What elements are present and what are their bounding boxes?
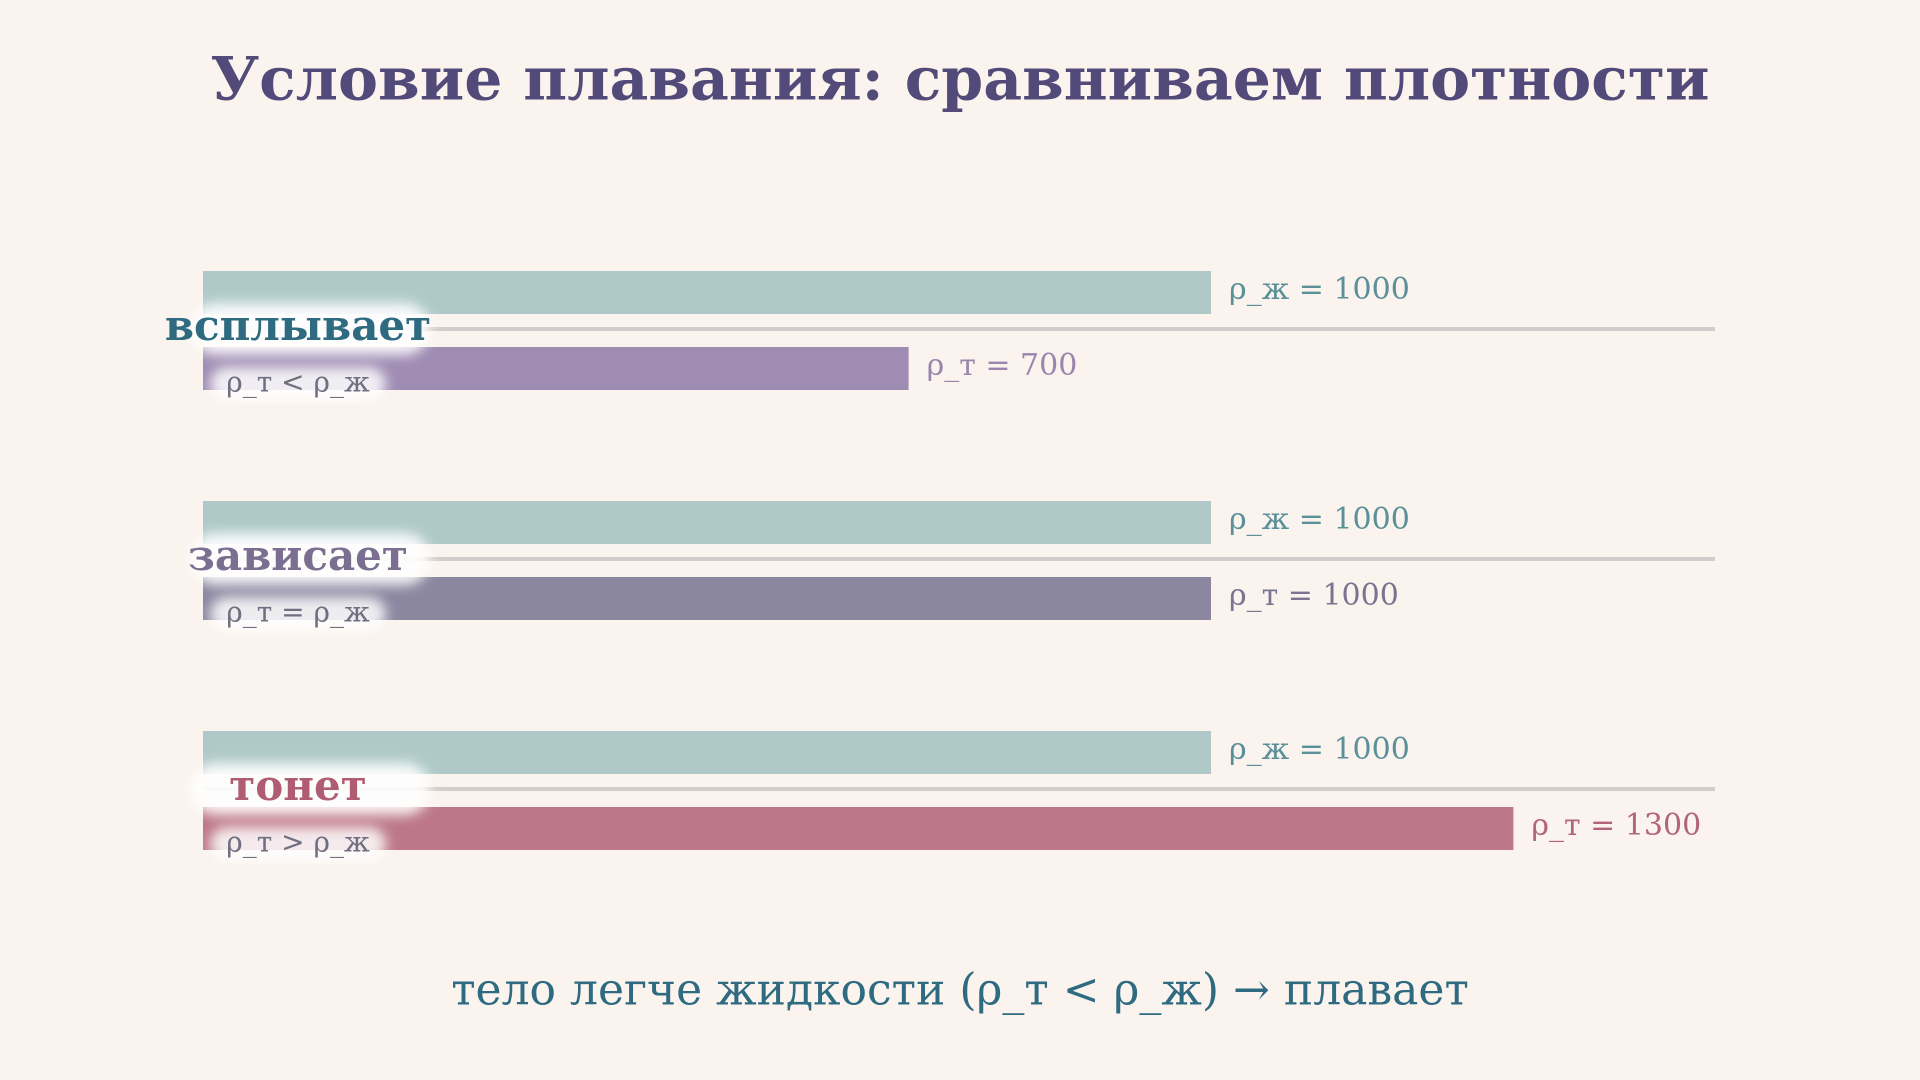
- category-label: всплывает: [165, 301, 431, 350]
- chart-title: Условие плавания: сравниваем плотности: [210, 45, 1709, 115]
- value-label: ρ_ж = 1000: [1229, 502, 1410, 537]
- label-halo: [210, 597, 386, 631]
- value-label: ρ_ж = 1000: [1229, 732, 1410, 767]
- condition-label: ρ_т = ρ_ж: [226, 596, 370, 629]
- condition-label: ρ_т < ρ_ж: [226, 366, 370, 399]
- footer-note: тело легче жидкости (ρ_т < ρ_ж) → плавае…: [451, 965, 1469, 1016]
- value-label: ρ_т = 1300: [1531, 808, 1701, 843]
- label-halo: [210, 827, 386, 861]
- condition-label: ρ_т > ρ_ж: [226, 826, 370, 859]
- value-label: ρ_т = 700: [927, 348, 1078, 383]
- category-label: тонет: [229, 761, 367, 810]
- value-label: ρ_т = 1000: [1229, 578, 1399, 613]
- category-label: зависает: [188, 531, 408, 580]
- value-label: ρ_ж = 1000: [1229, 272, 1410, 307]
- label-halo: [190, 763, 430, 815]
- label-halo: [190, 533, 430, 585]
- label-halo: [210, 367, 386, 401]
- bar: [203, 807, 1514, 850]
- label-halo: [190, 303, 430, 355]
